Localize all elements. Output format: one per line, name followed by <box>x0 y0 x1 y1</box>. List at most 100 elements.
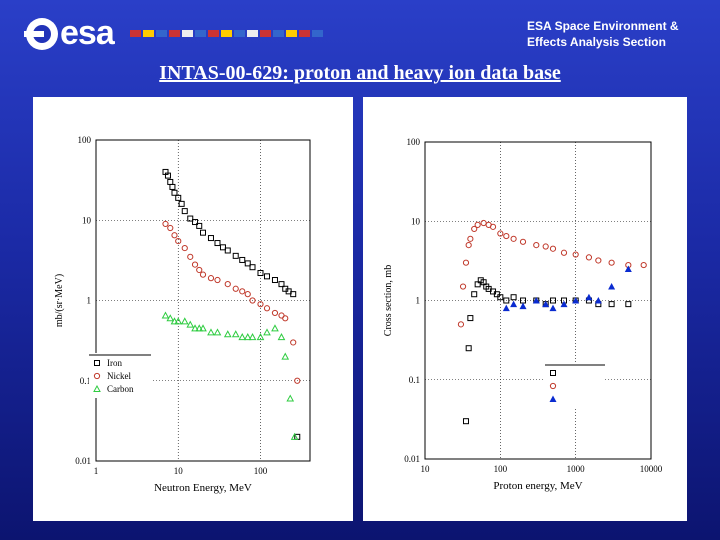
y-tick-label: 10 <box>82 215 92 225</box>
data-point <box>608 301 615 308</box>
y-tick-label: 0.01 <box>75 456 91 466</box>
data-point <box>171 189 178 196</box>
proton-chart: 0.01 0.1 1 10 100 10 100 1000 10000 Proton energy… <box>383 137 663 492</box>
data-point <box>175 194 182 201</box>
y-axis-label: mb/(sr·MeV) <box>54 274 65 327</box>
y-tick-label: 1 <box>416 296 421 306</box>
data-point <box>489 223 497 230</box>
data-point <box>278 281 285 288</box>
data-point <box>178 200 185 207</box>
data-point <box>532 297 540 304</box>
data-point <box>257 301 264 308</box>
data-point <box>166 314 175 322</box>
data-point <box>162 220 169 228</box>
data-point <box>196 222 203 229</box>
x-tick-label: 10000 <box>640 464 663 474</box>
data-point <box>200 229 206 236</box>
data-point <box>510 294 517 301</box>
data-point <box>294 377 301 384</box>
data-point <box>462 259 470 266</box>
data-point <box>457 321 465 328</box>
data-point <box>471 225 478 233</box>
data-point <box>244 291 251 298</box>
data-point <box>286 394 295 402</box>
esa-logo-text: esa <box>60 14 115 52</box>
data-point <box>595 257 602 264</box>
section-line-2: Effects Analysis Section <box>527 35 666 49</box>
chart-panel-right: 0.01 0.1 1 10 100 10 100 1000 10000 Proton energy… <box>363 97 687 521</box>
y-tick-label: 100 <box>78 135 92 145</box>
data-point <box>199 324 207 332</box>
data-point <box>519 302 527 310</box>
data-point <box>549 304 557 312</box>
data-point <box>187 253 194 260</box>
data-point <box>608 283 616 290</box>
data-point <box>474 221 481 228</box>
data-point <box>585 293 593 301</box>
data-point <box>474 281 481 288</box>
data-point <box>519 238 527 245</box>
data-point <box>214 276 221 284</box>
data-point <box>207 328 215 336</box>
legend-marker <box>93 384 101 392</box>
data-point <box>170 317 179 325</box>
esa-logo: esa <box>22 12 322 54</box>
x-axis-label: Neutron Energy, MeV <box>154 482 252 494</box>
data-point <box>271 324 279 332</box>
data-point <box>271 277 278 284</box>
data-point <box>180 317 189 325</box>
esa-logo-mark-icon <box>24 18 58 50</box>
y-axis-label: Cross section, mb <box>383 265 394 336</box>
data-point <box>191 261 199 268</box>
data-point <box>164 172 171 179</box>
data-point <box>465 345 472 352</box>
data-point <box>257 270 264 277</box>
y-tick-label: 0.1 <box>409 375 420 385</box>
data-point <box>467 315 474 322</box>
data-point <box>238 333 247 341</box>
data-point <box>533 242 540 249</box>
data-point <box>199 271 207 278</box>
x-tick-label: 1000 <box>567 464 586 474</box>
data-point <box>207 235 214 242</box>
data-point <box>282 315 289 322</box>
section-line-1: ESA Space Environment & <box>527 19 679 33</box>
data-point <box>223 330 232 338</box>
data-point <box>625 301 632 308</box>
data-point <box>256 333 265 341</box>
data-point <box>263 273 270 280</box>
data-point <box>471 291 478 298</box>
data-point <box>502 304 510 312</box>
data-point <box>465 242 472 249</box>
data-point <box>219 244 226 251</box>
data-point <box>290 339 297 346</box>
data-point <box>167 178 174 185</box>
x-tick-label: 1 <box>94 466 99 476</box>
data-point <box>497 294 504 301</box>
data-point <box>186 320 195 328</box>
data-point <box>196 266 203 274</box>
y-tick-label: 0.01 <box>404 454 420 464</box>
data-point <box>167 224 174 232</box>
y-tick-label: 1 <box>87 296 92 306</box>
data-point <box>175 237 182 245</box>
legend-marker <box>93 372 101 380</box>
data-point <box>249 297 256 304</box>
data-point <box>594 297 602 304</box>
data-point <box>243 333 252 341</box>
data-point <box>214 240 221 247</box>
data-point <box>187 215 194 222</box>
data-point <box>191 324 199 332</box>
data-point <box>572 297 580 304</box>
data-point <box>263 328 271 336</box>
y-tick-label: 100 <box>407 137 421 147</box>
data-point <box>181 244 188 252</box>
y-tick-label: 10 <box>411 216 421 226</box>
legend-marker <box>94 360 100 366</box>
plot-frame <box>95 139 311 462</box>
data-point <box>281 352 290 360</box>
data-point <box>232 285 239 292</box>
data-point <box>239 288 246 295</box>
